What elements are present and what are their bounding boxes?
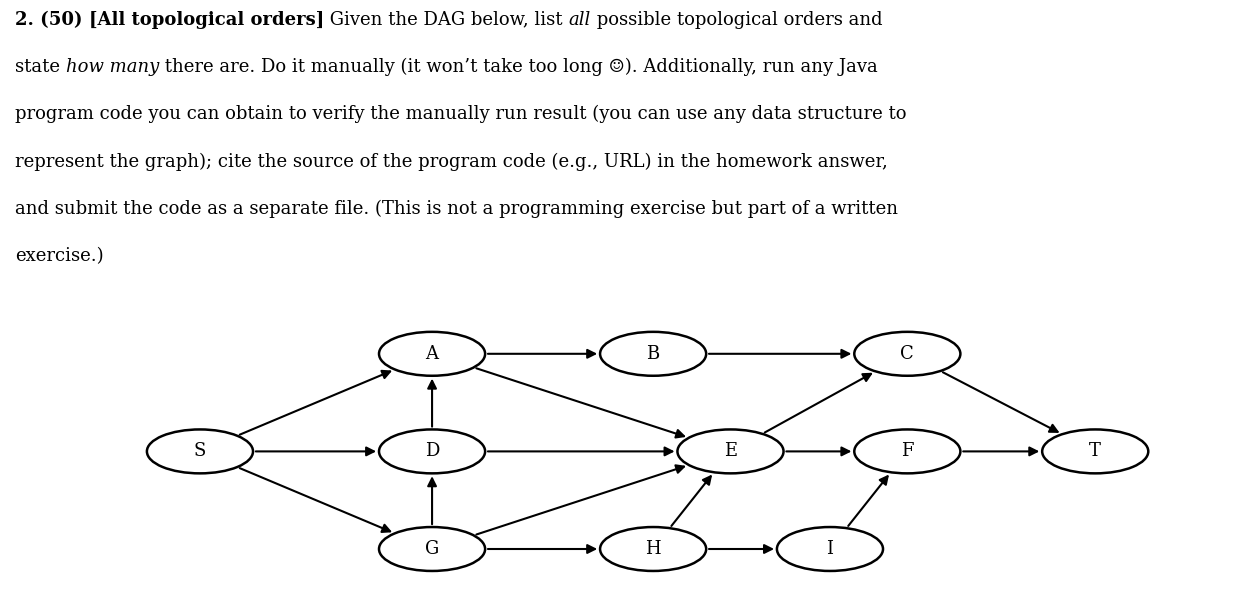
Text: C: C — [901, 345, 914, 363]
Ellipse shape — [1042, 429, 1148, 473]
Ellipse shape — [600, 527, 706, 571]
Text: Given the DAG below, list: Given the DAG below, list — [324, 10, 568, 29]
Text: there are. Do it manually (it won’t take too long ☺). Additionally, run any Java: there are. Do it manually (it won’t take… — [160, 58, 878, 76]
Text: all: all — [568, 10, 590, 29]
Text: how many: how many — [65, 58, 160, 76]
Ellipse shape — [854, 332, 961, 376]
Ellipse shape — [600, 332, 706, 376]
Text: H: H — [646, 540, 661, 558]
Text: represent the graph); cite the source of the program code (e.g., URL) in the hom: represent the graph); cite the source of… — [15, 152, 888, 171]
Text: state: state — [15, 58, 65, 76]
Ellipse shape — [379, 429, 485, 473]
Text: T: T — [1089, 442, 1102, 461]
Ellipse shape — [854, 429, 961, 473]
Ellipse shape — [379, 332, 485, 376]
Text: possible topological orders and: possible topological orders and — [590, 10, 882, 29]
Ellipse shape — [777, 527, 883, 571]
Text: program code you can obtain to verify the manually run result (you can use any d: program code you can obtain to verify th… — [15, 105, 907, 123]
Text: [All topological orders]: [All topological orders] — [89, 10, 324, 29]
Ellipse shape — [379, 527, 485, 571]
Text: B: B — [647, 345, 659, 363]
Text: D: D — [425, 442, 440, 461]
Text: and submit the code as a separate file. (This is not a programming exercise but : and submit the code as a separate file. … — [15, 200, 898, 218]
Text: E: E — [723, 442, 737, 461]
Text: G: G — [425, 540, 440, 558]
Text: 2. (50): 2. (50) — [15, 10, 89, 29]
Text: F: F — [901, 442, 913, 461]
Text: exercise.): exercise.) — [15, 247, 104, 265]
Text: S: S — [193, 442, 206, 461]
Ellipse shape — [677, 429, 784, 473]
Text: I: I — [826, 540, 834, 558]
Text: A: A — [426, 345, 438, 363]
Ellipse shape — [147, 429, 252, 473]
